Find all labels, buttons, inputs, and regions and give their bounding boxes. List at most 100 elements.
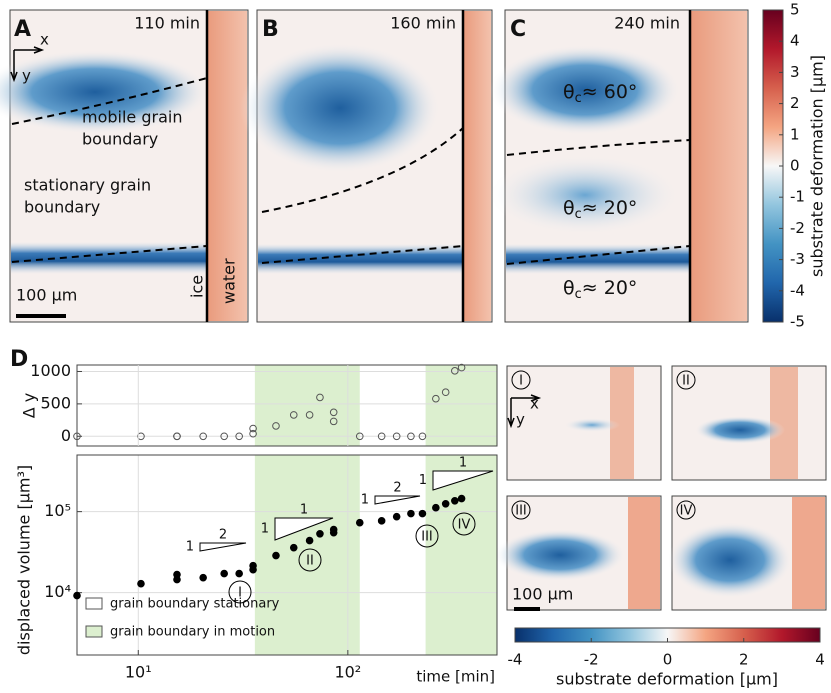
point	[272, 422, 280, 430]
angle-label: θc≈ 60°	[563, 81, 637, 106]
slope-triangle	[274, 517, 334, 541]
annotation: boundary	[82, 130, 158, 149]
deformation	[0, 50, 210, 134]
y-tick-label: 10⁴	[44, 582, 71, 601]
deformation	[668, 522, 792, 598]
colorbar-label: substrate deformation [µm]	[556, 670, 778, 689]
slope-triangle	[374, 495, 421, 505]
slope-rise: 1	[419, 473, 427, 488]
axis-x-label: x	[40, 31, 49, 49]
grain-boundary	[261, 127, 464, 213]
grain-boundary	[11, 245, 208, 263]
plot-frame	[76, 454, 498, 656]
point	[441, 499, 450, 508]
colorbar-tick-label: 4	[790, 32, 800, 50]
annotation: water	[220, 258, 239, 304]
point	[220, 569, 228, 578]
deformation	[11, 242, 207, 274]
water-region	[690, 11, 747, 321]
point	[392, 512, 401, 521]
inset-label: II	[682, 374, 690, 389]
legend-swatch	[85, 625, 103, 638]
point	[432, 503, 440, 512]
panel-letter: D	[10, 347, 28, 372]
point	[220, 432, 228, 441]
point	[73, 591, 81, 600]
panel-b: B 160 min	[240, 9, 493, 323]
panel-letter: B	[262, 17, 279, 42]
colorbar-label: substrate deformation [μm]	[808, 55, 827, 277]
deformation	[490, 45, 680, 135]
x-tick-label: 10²	[334, 663, 361, 682]
annotation: boundary	[24, 198, 100, 217]
point-label: III	[421, 530, 433, 545]
colorbar-tick-label: 2	[739, 651, 749, 669]
axis-y-label: y	[22, 67, 31, 85]
deformation	[695, 416, 785, 444]
scale-label: 100 µm	[512, 585, 573, 604]
time-label: 110 min	[134, 14, 200, 33]
point	[137, 579, 145, 588]
deformation	[240, 43, 440, 173]
inset-label: III	[515, 504, 527, 519]
point	[329, 408, 338, 417]
point	[173, 570, 181, 579]
point	[305, 411, 314, 419]
colorbar-tick-label: 0	[663, 651, 673, 669]
time-label: 160 min	[390, 14, 456, 33]
panel-c: C 240 min θc≈ 60° θc≈ 20° θc≈ 20°	[490, 9, 749, 323]
grain-boundary	[506, 245, 691, 265]
colorbar-tick-label: -3	[790, 250, 805, 268]
slope-run: 2	[393, 481, 401, 496]
label-circle	[676, 370, 696, 390]
colorbar-tick-label: 0	[790, 157, 800, 175]
point	[316, 529, 324, 538]
legend-label: grain boundary in motion	[110, 625, 275, 640]
point	[418, 509, 427, 518]
colorbar-tick-label: 5	[790, 1, 800, 19]
colorbar-tick-label: -4	[790, 281, 805, 299]
y-tick-label: 0	[61, 426, 71, 445]
point	[407, 509, 415, 518]
slope-run: 1	[300, 503, 308, 518]
colorbar-tick-label: -2	[584, 651, 599, 669]
point	[355, 518, 364, 527]
point	[451, 367, 459, 375]
y-axis-label: displaced volume [μm³]	[15, 465, 34, 655]
point-label: IV	[458, 518, 471, 533]
panel-a: A 110 min x y mobile grain boundary stat…	[0, 9, 249, 323]
water-region	[792, 497, 825, 609]
point	[235, 569, 243, 578]
point	[441, 388, 450, 397]
legend-label: grain boundary stationary	[110, 597, 280, 612]
point	[173, 432, 181, 441]
point-label: I	[238, 586, 242, 601]
colorbar-tick-label: -1	[790, 188, 805, 206]
deformation	[506, 244, 690, 274]
water-region	[463, 11, 491, 321]
point	[392, 432, 401, 441]
point	[137, 432, 145, 441]
angle-label: θc≈ 20°	[563, 277, 637, 302]
deformation	[495, 529, 625, 581]
label-circle	[415, 524, 439, 548]
point	[407, 432, 415, 441]
point	[355, 432, 364, 441]
point	[249, 424, 257, 433]
y-axis-label: Δ y	[20, 393, 39, 419]
slope-run: 2	[219, 528, 227, 543]
point	[418, 432, 427, 441]
scale-label: 100 µm	[16, 286, 77, 305]
slope-rise: 1	[186, 540, 194, 555]
point	[199, 573, 207, 582]
y-tick-label: 500	[40, 393, 71, 412]
deformation	[258, 244, 463, 274]
label-circle	[298, 548, 322, 572]
axis-x-label: x	[530, 395, 539, 413]
point	[249, 429, 257, 438]
annotation: ice	[188, 275, 207, 298]
colorbar-tick-label: 3	[790, 63, 800, 81]
angle-label: θc≈ 20°	[563, 197, 637, 222]
